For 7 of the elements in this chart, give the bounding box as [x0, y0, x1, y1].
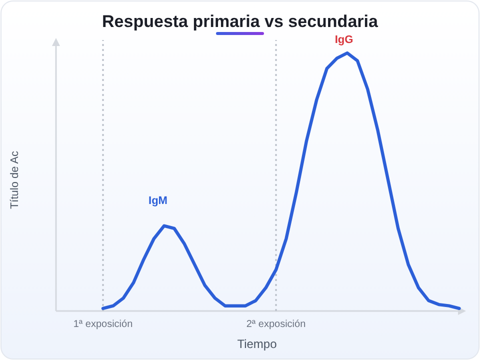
- x-tick-label: 1ª exposición: [73, 319, 133, 330]
- x-tick-label: 2ª exposición: [246, 319, 306, 330]
- chart-title: Respuesta primaria vs secundaria: [102, 12, 378, 31]
- y-axis-title: Título de Ac: [9, 150, 21, 210]
- annotation: IgM: [148, 195, 168, 207]
- text: IgG: [334, 34, 354, 46]
- x-axis-title: Tiempo: [237, 337, 278, 351]
